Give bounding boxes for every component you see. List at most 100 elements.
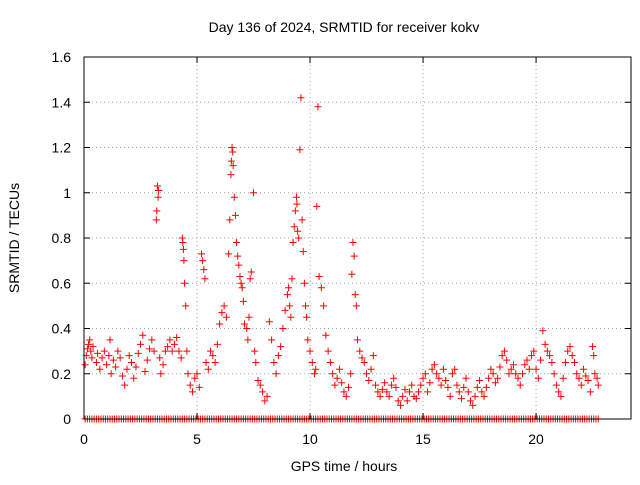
y-tick-label: 1.6: [52, 49, 72, 65]
data-point: [358, 354, 366, 362]
data-point: [329, 370, 337, 378]
data-point: [81, 361, 89, 369]
data-point: [412, 395, 420, 403]
data-point: [238, 284, 246, 292]
data-point: [561, 358, 569, 366]
data-point: [340, 388, 348, 396]
data-point: [251, 347, 259, 355]
data-point: [209, 352, 217, 360]
y-tick-label: 1.2: [52, 140, 72, 156]
data-point: [225, 250, 233, 258]
grid-lines: [84, 57, 631, 419]
data-point: [546, 352, 554, 360]
data-point: [154, 193, 162, 201]
data-point: [523, 356, 531, 364]
data-point: [312, 365, 320, 373]
data-point: [555, 388, 563, 396]
data-point: [297, 94, 305, 102]
chart-title: Day 136 of 2024, SRMTID for receiver kok…: [209, 19, 480, 35]
data-point: [590, 352, 598, 360]
data-point: [279, 325, 287, 332]
data-point: [216, 320, 224, 328]
data-point: [125, 352, 133, 360]
data-point: [392, 383, 400, 391]
data-point: [496, 363, 504, 371]
data-point: [252, 358, 260, 366]
data-point: [166, 336, 174, 344]
data-point: [281, 306, 289, 314]
data-point: [521, 361, 529, 369]
data-point: [559, 374, 567, 382]
data-point: [354, 336, 361, 344]
data-point: [507, 365, 515, 373]
data-point: [448, 370, 456, 378]
data-point: [137, 340, 145, 348]
data-point: [374, 388, 382, 396]
data-point: [288, 275, 296, 283]
data-point: [116, 354, 124, 362]
data-point: [254, 377, 262, 385]
data-point: [243, 325, 251, 332]
data-point: [415, 388, 423, 396]
data-point: [114, 347, 122, 355]
data-point: [229, 162, 237, 170]
data-point: [491, 379, 499, 387]
data-point: [557, 392, 565, 400]
data-point: [467, 397, 475, 405]
data-point: [153, 182, 161, 190]
y-tick-label: 0.4: [52, 321, 72, 337]
data-point: [306, 347, 314, 355]
data-point: [148, 336, 156, 344]
data-point: [211, 358, 219, 366]
data-point: [383, 388, 391, 396]
data-point: [442, 377, 450, 385]
data-point: [566, 343, 574, 351]
x-tick-label: 20: [528, 431, 544, 447]
data-point: [532, 365, 540, 373]
data-point: [417, 381, 425, 389]
data-point: [304, 336, 312, 344]
data-point: [198, 250, 206, 258]
data-point: [539, 327, 547, 335]
data-point: [226, 216, 234, 224]
data-point: [503, 356, 511, 364]
data-point: [294, 227, 302, 235]
data-point: [89, 343, 97, 351]
data-point: [220, 302, 228, 310]
data-point: [256, 381, 264, 389]
data-point: [421, 370, 429, 378]
data-point: [390, 374, 398, 382]
data-point: [213, 340, 221, 348]
data-point: [348, 270, 356, 278]
data-point: [188, 388, 196, 396]
data-point: [87, 347, 95, 355]
data-point: [512, 370, 520, 378]
data-point: [482, 383, 490, 391]
axis-ticks: 0 5 10 15 20 0 0.2 0.4 0.6 0.8 1 1.2 1.4 1.6: [52, 49, 631, 447]
data-point: [285, 284, 293, 292]
data-point: [236, 272, 244, 280]
data-point: [462, 374, 470, 382]
data-point: [335, 365, 343, 373]
data-point: [164, 343, 172, 351]
data-point: [302, 302, 310, 310]
data-point: [181, 279, 189, 287]
data-point: [308, 358, 316, 366]
data-point: [157, 370, 165, 378]
data-point: [244, 336, 252, 344]
data-point: [363, 370, 371, 378]
data-point: [201, 275, 209, 283]
data-point: [352, 302, 360, 310]
data-point: [177, 354, 185, 362]
x-axis-label: GPS time / hours: [291, 458, 398, 474]
data-point: [105, 352, 113, 360]
data-point: [455, 388, 463, 396]
data-point: [191, 374, 199, 382]
data-point: [184, 370, 192, 378]
data-point: [287, 313, 295, 321]
data-point: [464, 388, 472, 396]
data-point: [430, 361, 438, 369]
data-point: [222, 313, 230, 321]
data-point: [424, 388, 432, 396]
data-point: [179, 245, 187, 253]
